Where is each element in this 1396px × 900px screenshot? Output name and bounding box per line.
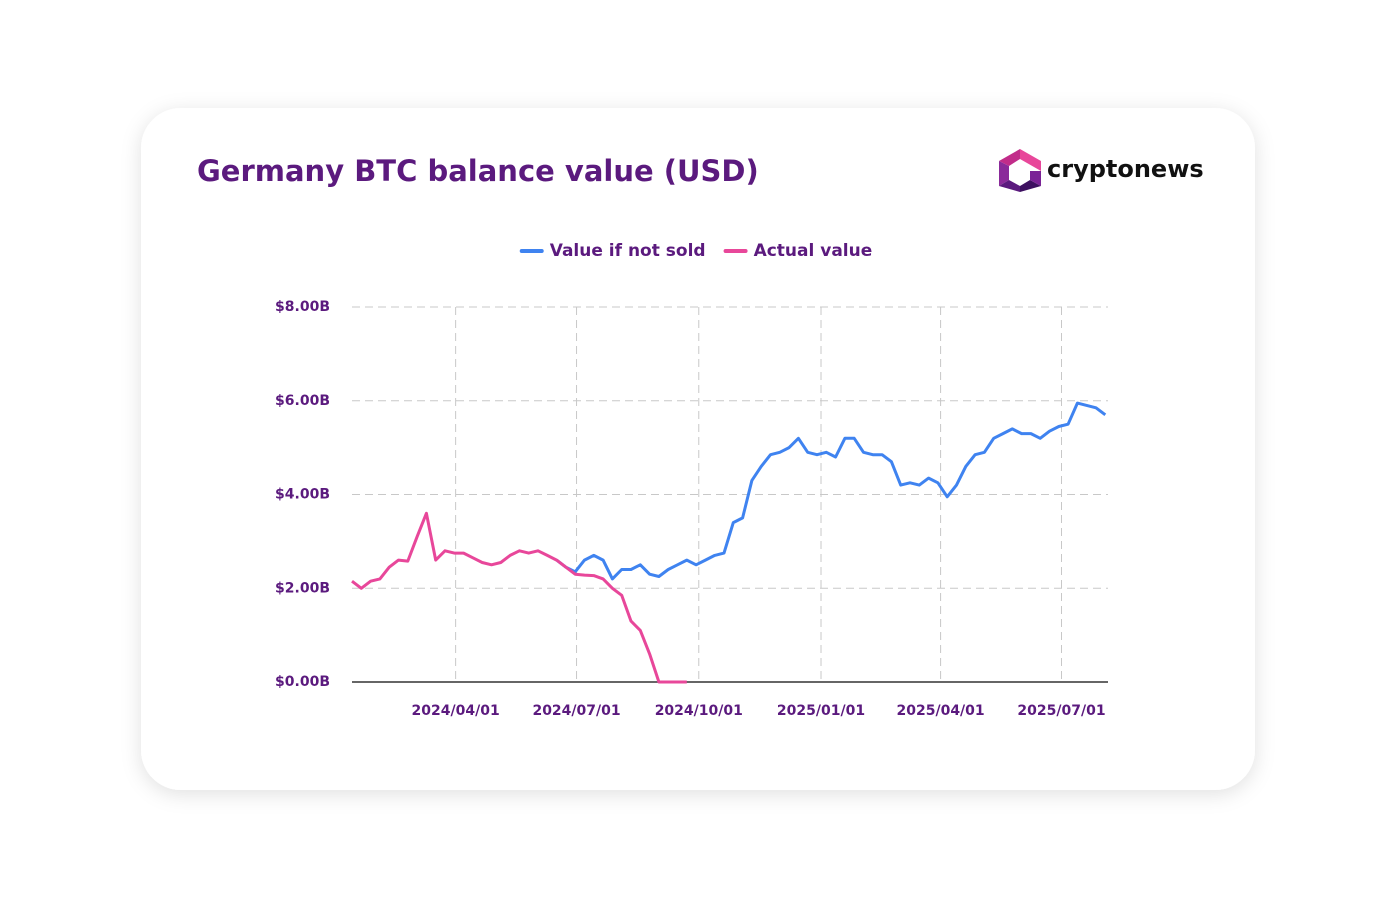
x-tick-label: 2025/04/01	[897, 703, 985, 719]
series-line	[351, 511, 687, 684]
x-tick-label: 2025/01/01	[777, 703, 865, 719]
series-line	[555, 401, 1107, 581]
x-tick-label: 2025/07/01	[1017, 703, 1105, 719]
x-tick-label: 2024/07/01	[532, 703, 620, 719]
legend: Value if not sold Actual value	[519, 241, 873, 261]
card	[141, 108, 1255, 790]
legend-label: Value if not sold	[550, 241, 706, 261]
y-tick-label: $8.00B	[275, 299, 330, 315]
y-tick-label: $6.00B	[275, 393, 330, 409]
y-tick-label: $2.00B	[275, 580, 330, 596]
legend-label: Actual value	[754, 241, 873, 261]
y-tick-label: $4.00B	[275, 487, 330, 503]
chart-title: Germany BTC balance value (USD)	[197, 154, 759, 188]
logo-icon	[999, 149, 1041, 192]
logo-text: cryptonews	[1047, 155, 1204, 183]
x-tick-label: 2024/10/01	[655, 703, 743, 719]
x-tick-label: 2024/04/01	[412, 703, 500, 719]
y-tick-label: $0.00B	[275, 674, 330, 690]
